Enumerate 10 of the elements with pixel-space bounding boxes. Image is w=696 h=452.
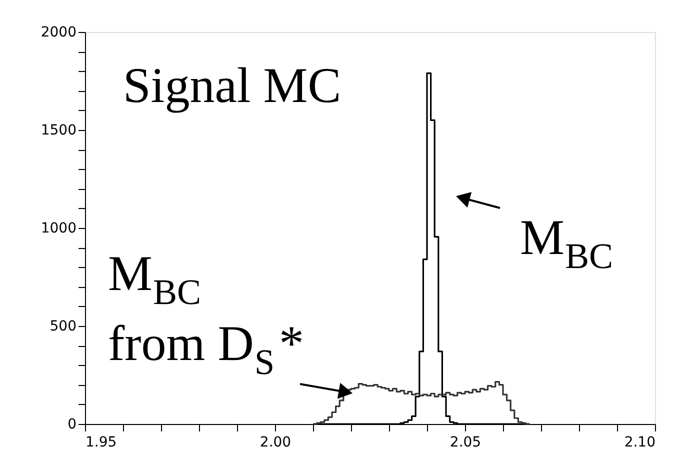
annotation: Signal MC bbox=[123, 57, 342, 113]
x-tick-label: 1.95 bbox=[86, 434, 117, 450]
y-tick-label: 1500 bbox=[40, 122, 76, 138]
y-tick-label: 2000 bbox=[40, 24, 76, 40]
y-tick-label: 0 bbox=[68, 416, 76, 432]
y-tick-label: 500 bbox=[50, 318, 76, 334]
x-tick-label: 2.05 bbox=[450, 434, 482, 450]
x-tick-label: 2.10 bbox=[624, 434, 656, 450]
x-tick-label: 2.00 bbox=[260, 434, 292, 450]
y-tick-label: 1000 bbox=[40, 220, 76, 236]
